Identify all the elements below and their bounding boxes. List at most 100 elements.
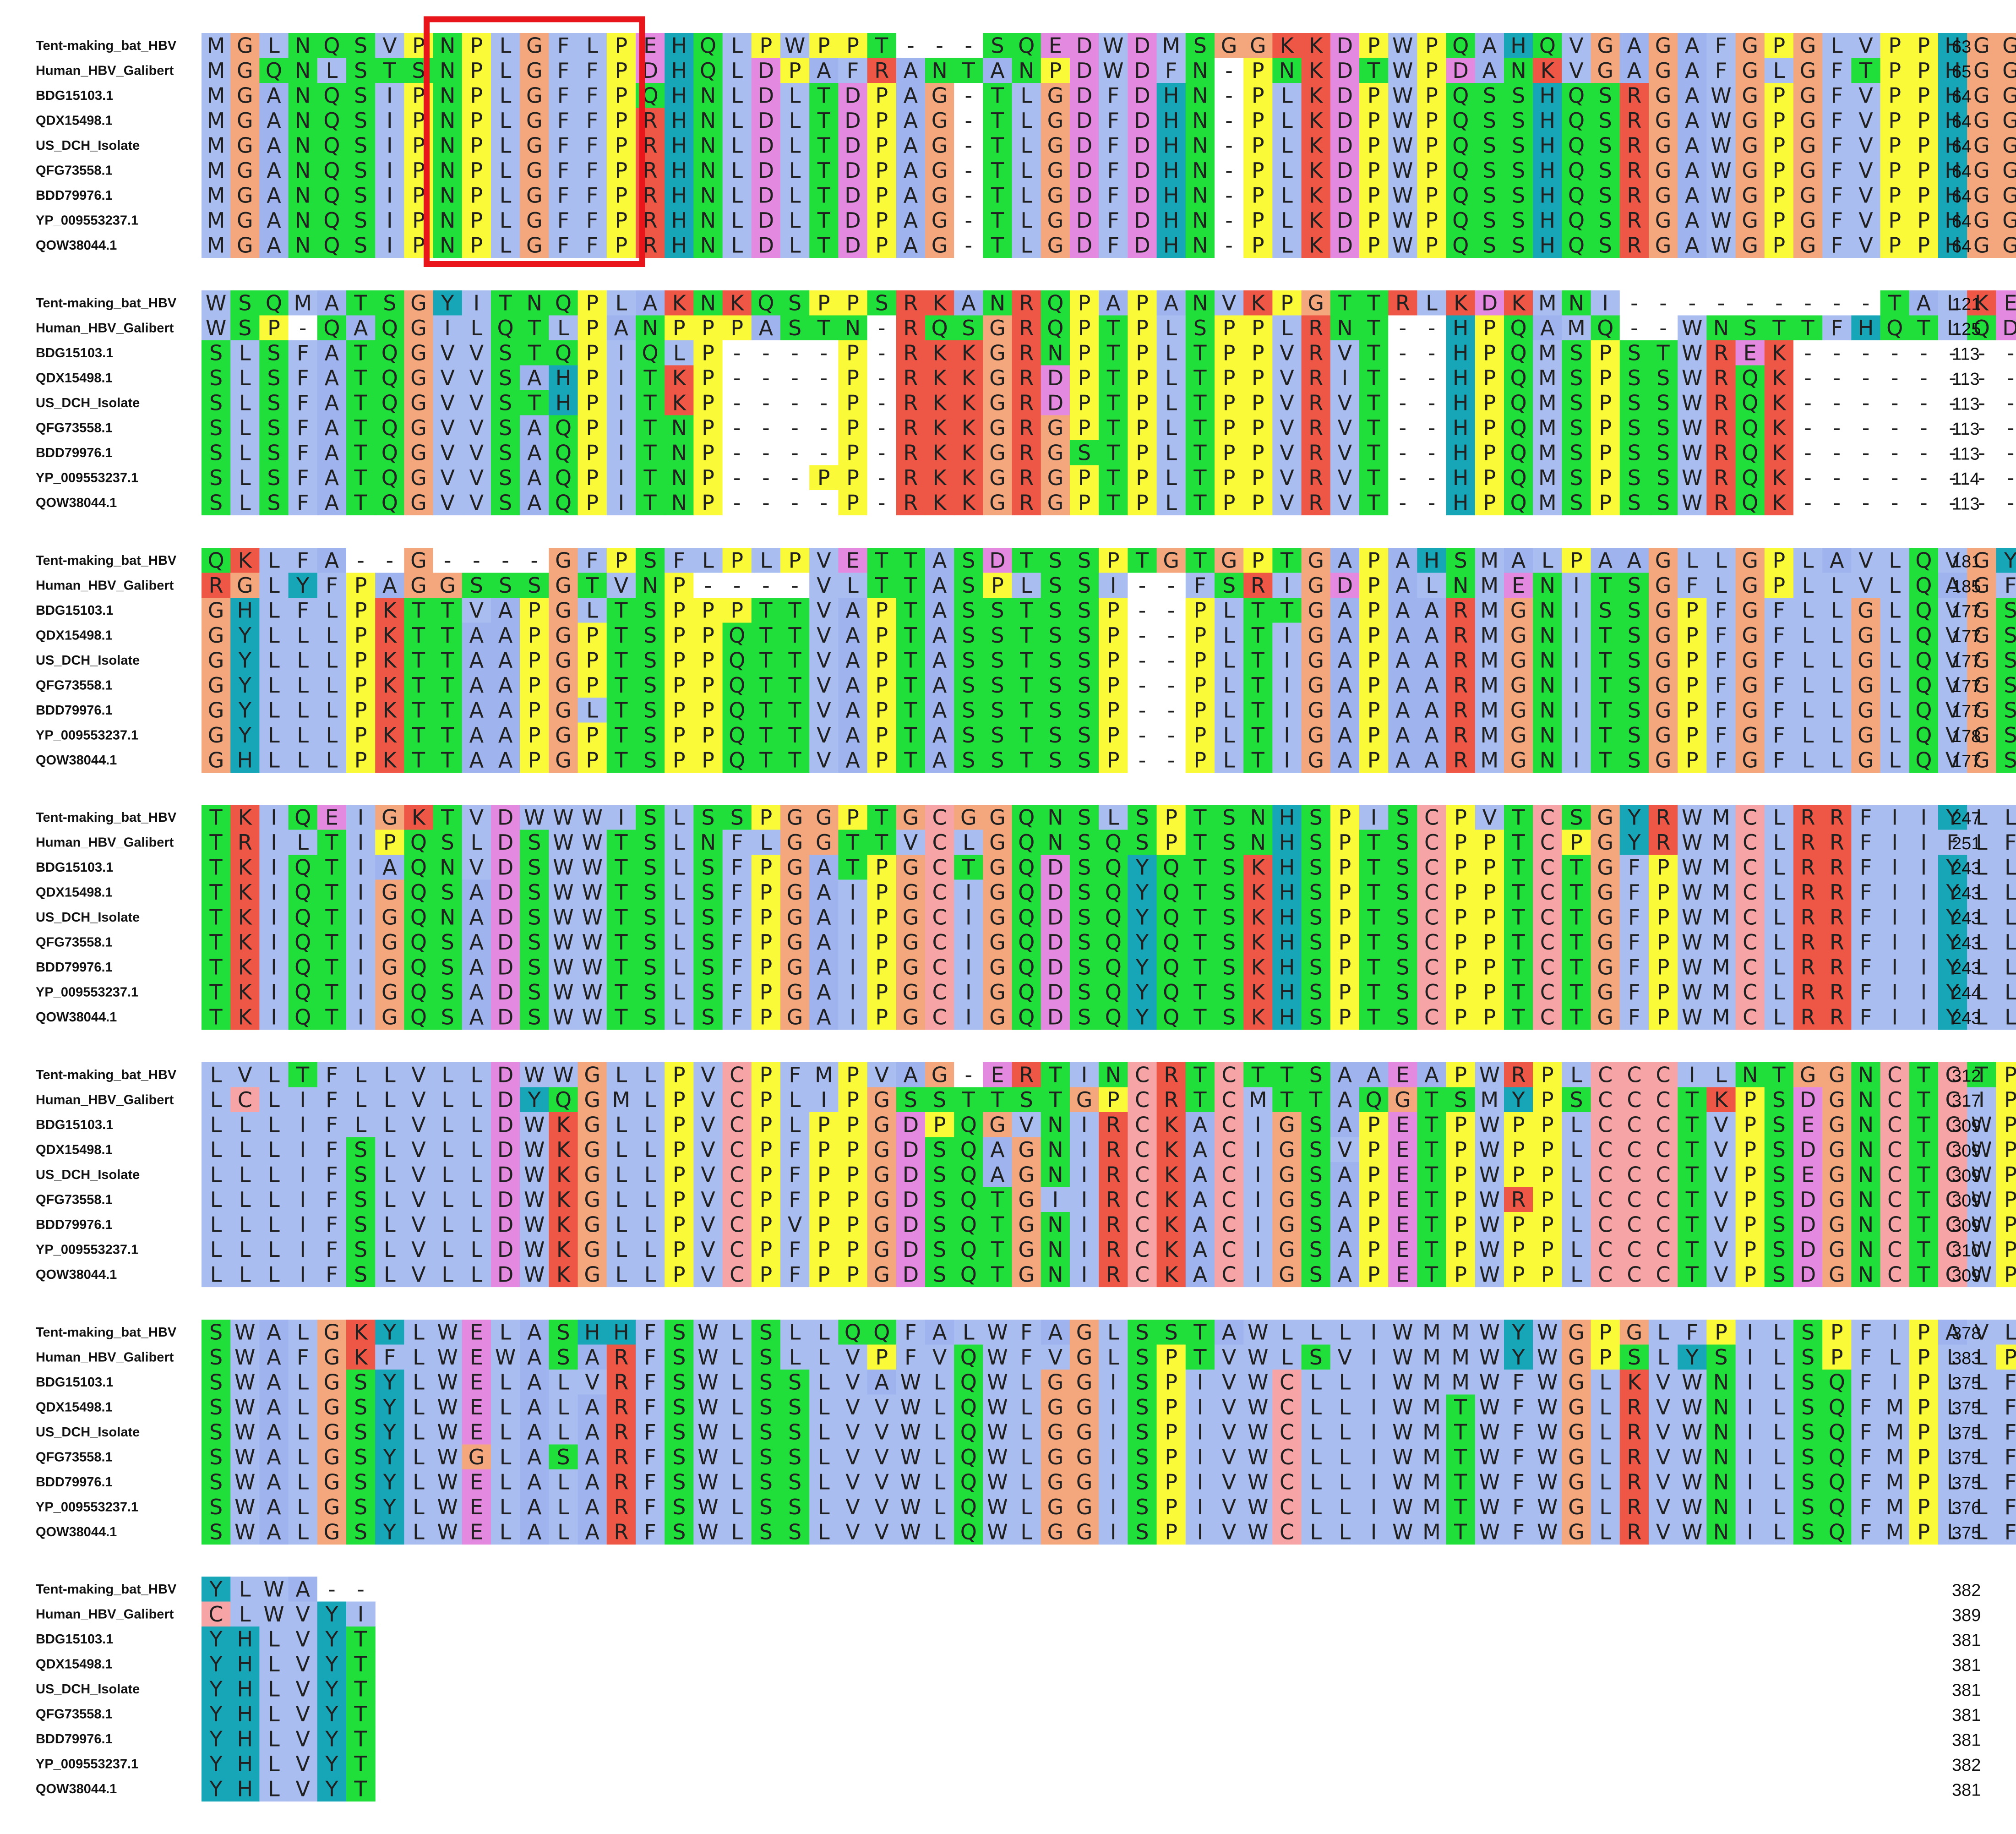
residue-letter: F bbox=[1628, 955, 1640, 980]
residue-letter: C bbox=[1743, 930, 1757, 955]
residue-letter: Q bbox=[1018, 1005, 1035, 1030]
residue-letter: P bbox=[1425, 133, 1438, 158]
residue-letter: N bbox=[1742, 1063, 1758, 1087]
residue-letter: R bbox=[1308, 465, 1323, 490]
residue-letter: Q bbox=[1510, 391, 1526, 415]
residue-letter: - bbox=[1139, 698, 1146, 723]
residue-letter: S bbox=[1599, 133, 1612, 158]
residue-letter: A bbox=[817, 905, 831, 930]
residue-letter: C bbox=[932, 980, 947, 1004]
residue-letter: P bbox=[1454, 855, 1467, 880]
sequence-name: QDX15498.1 bbox=[36, 628, 113, 643]
residue-letter: V bbox=[817, 648, 831, 673]
residue-letter: V bbox=[1280, 341, 1294, 366]
residue-letter: W bbox=[1103, 58, 1123, 83]
residue-letter: S bbox=[1628, 748, 1641, 773]
residue-letter: D bbox=[1134, 83, 1150, 108]
residue-letter: A bbox=[1106, 291, 1121, 316]
residue-letter: G bbox=[989, 980, 1006, 1004]
residue-letter: T bbox=[991, 133, 1004, 158]
residue-letter: I bbox=[965, 980, 972, 1004]
residue-letter: G bbox=[584, 1063, 600, 1087]
residue-letter: C bbox=[1540, 855, 1555, 880]
residue-letter: M bbox=[207, 58, 225, 83]
residue-letter: V bbox=[701, 1063, 715, 1087]
residue-letter: G bbox=[381, 930, 398, 955]
residue-letter: H bbox=[1163, 208, 1179, 233]
residue-letter: C bbox=[932, 880, 947, 905]
residue-letter: - bbox=[791, 491, 799, 515]
end-position: 177 bbox=[1952, 752, 1981, 771]
residue-letter: G bbox=[1510, 698, 1527, 723]
residue-letter: Q bbox=[1105, 830, 1122, 855]
residue-letter: I bbox=[1921, 905, 1927, 930]
residue-letter: P bbox=[470, 83, 483, 108]
residue-letter: I bbox=[271, 1005, 277, 1030]
residue-letter: V bbox=[817, 698, 831, 723]
residue-letter: L bbox=[1889, 673, 1901, 698]
residue-letter: F bbox=[1773, 748, 1785, 773]
residue-letter: T bbox=[904, 748, 917, 773]
residue-letter: T bbox=[1367, 855, 1381, 880]
residue-letter: C bbox=[932, 855, 947, 880]
end-position: 181 bbox=[1952, 552, 1981, 572]
residue-letter: L bbox=[1831, 648, 1843, 673]
residue-letter: T bbox=[904, 698, 917, 723]
residue-letter: T bbox=[788, 623, 802, 648]
residue-letter: Q bbox=[381, 491, 398, 515]
residue-letter: S bbox=[441, 980, 454, 1004]
residue-letter: N bbox=[440, 905, 455, 930]
residue-letter: L bbox=[500, 33, 512, 58]
residue-letter: P bbox=[412, 183, 425, 208]
residue-letter: - bbox=[1167, 748, 1175, 773]
residue-letter: D bbox=[758, 83, 774, 108]
residue-letter: P bbox=[673, 673, 686, 698]
residue-letter: - bbox=[791, 441, 799, 465]
residue-letter: P bbox=[470, 183, 483, 208]
residue-cell bbox=[202, 58, 231, 83]
residue-letter: P bbox=[1773, 548, 1786, 573]
residue-letter: P bbox=[760, 33, 773, 58]
residue-letter: S bbox=[643, 880, 657, 905]
residue-letter: T bbox=[1193, 955, 1207, 980]
residue-letter: I bbox=[965, 905, 972, 930]
residue-letter: I bbox=[1284, 623, 1290, 648]
residue-letter: - bbox=[907, 33, 915, 58]
residue-letter: F bbox=[731, 1005, 743, 1030]
residue-letter: Q bbox=[1915, 648, 1932, 673]
residue-letter: T bbox=[1019, 723, 1033, 748]
residue-letter: Q bbox=[1510, 366, 1526, 390]
residue-letter: L bbox=[1773, 955, 1785, 980]
residue-letter: S bbox=[991, 698, 1004, 723]
residue-letter: P bbox=[875, 855, 888, 880]
residue-letter: A bbox=[1395, 723, 1410, 748]
alignment-row: Tent-making_bat_HBV Q K L F A - - G - - - - G F P S F L P L P… bbox=[36, 548, 2016, 573]
residue-cell bbox=[578, 33, 607, 59]
residue-letter: G bbox=[410, 415, 427, 440]
residue-letter: Q bbox=[700, 58, 716, 83]
residue-letter: F bbox=[297, 598, 309, 623]
residue-letter: P bbox=[1368, 183, 1380, 208]
residue-letter: T bbox=[1251, 723, 1265, 748]
residue-letter: S bbox=[701, 980, 714, 1004]
residue-cell bbox=[1215, 33, 1244, 59]
residue-letter: A bbox=[1424, 748, 1439, 773]
residue-letter: L bbox=[586, 33, 598, 58]
residue-letter: V bbox=[469, 491, 484, 515]
residue-letter: W bbox=[1682, 805, 1702, 830]
residue-letter: Q bbox=[1018, 805, 1035, 830]
residue-letter: A bbox=[1540, 316, 1555, 340]
residue-letter: M bbox=[1538, 491, 1557, 515]
residue-letter: S bbox=[962, 698, 975, 723]
residue-letter: Q bbox=[410, 930, 427, 955]
residue-letter: S bbox=[1628, 415, 1641, 440]
residue-letter: P bbox=[1252, 391, 1264, 415]
sequence-name: BDD79976.1 bbox=[36, 188, 113, 203]
residue-letter: Q bbox=[1568, 208, 1585, 233]
residue-letter: A bbox=[759, 316, 774, 340]
residue-letter: K bbox=[672, 366, 687, 390]
residue-cell bbox=[925, 33, 954, 59]
residue-letter: S bbox=[1078, 548, 1091, 573]
residue-letter: L bbox=[500, 83, 512, 108]
sequence-name: QOW38044.1 bbox=[36, 238, 117, 253]
